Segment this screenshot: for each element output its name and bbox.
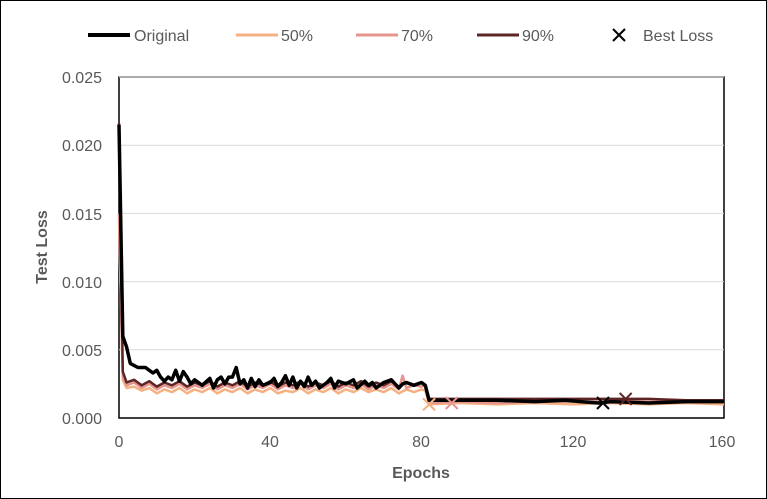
- legend-label-best-loss: Best Loss: [643, 28, 713, 45]
- legend-label-70: 70%: [401, 28, 433, 45]
- x-tick-label: 40: [261, 434, 279, 451]
- gridlines: [119, 76, 724, 351]
- best-loss-marker-70pct: [445, 396, 459, 410]
- best-loss-marker-90pct: [618, 392, 633, 406]
- legend-label-50: 50%: [281, 28, 313, 45]
- y-axis-title: Test Loss: [34, 210, 51, 284]
- best-loss-marker-50pct: [422, 397, 436, 412]
- y-axis-ticks: 0.000 0.005 0.010 0.015 0.020 0.025: [62, 70, 102, 428]
- plot-area: [118, 76, 725, 419]
- legend: Original 50% 70% 90% Best Loss: [88, 28, 713, 45]
- y-tick-label: 0.000: [62, 411, 102, 428]
- legend-label-original: Original: [134, 28, 189, 45]
- y-tick-label: 0.025: [62, 70, 102, 87]
- x-tick-label: 0: [115, 434, 124, 451]
- series-layer: [117, 123, 725, 406]
- x-axis-ticks: 0 40 80 120 160: [115, 434, 736, 451]
- x-axis-title: Epochs: [392, 465, 450, 482]
- series-line-original: [117, 124, 724, 405]
- legend-label-90: 90%: [522, 28, 554, 45]
- best-loss-markers: [422, 392, 633, 412]
- x-tick-label: 160: [709, 434, 736, 451]
- best-loss-marker-original: [596, 396, 610, 410]
- y-tick-label: 0.010: [62, 275, 102, 292]
- x-tick-label: 120: [560, 434, 587, 451]
- y-tick-label: 0.020: [62, 138, 102, 155]
- y-tick-label: 0.015: [62, 207, 102, 224]
- series-line-70pct: [117, 213, 724, 405]
- x-tick-label: 80: [412, 434, 430, 451]
- legend-best-loss-marker: [612, 28, 626, 42]
- y-tick-label: 0.005: [62, 343, 102, 360]
